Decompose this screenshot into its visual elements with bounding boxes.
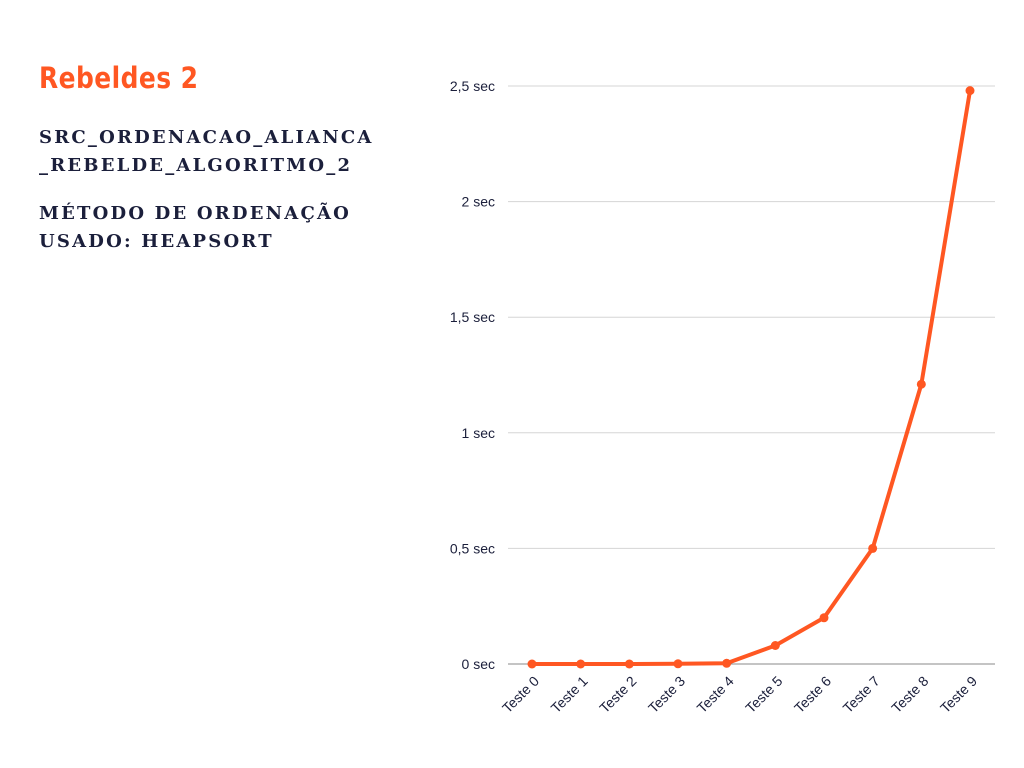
gridlines: [508, 85, 995, 549]
x-tick-label: Teste 3: [645, 673, 688, 716]
y-tick-label: 1 sec: [462, 425, 495, 441]
x-tick-label: Teste 4: [694, 673, 737, 716]
data-point: [819, 613, 829, 623]
x-tick-label: Teste 5: [742, 673, 785, 716]
data-point: [868, 543, 878, 553]
source-name: SRC_ORDENACAO_ALIANCA_REBELDE_ALGORITMO_…: [39, 127, 374, 176]
series-line: [530, 88, 972, 666]
x-tick-label: Teste 8: [888, 673, 931, 716]
x-tick-label: Teste 0: [499, 673, 542, 716]
y-tick-label: 0,5 sec: [450, 540, 495, 556]
x-axis-ticks: Teste 0 Teste 1 Teste 2 Teste 3 Teste 4 Teste…: [499, 673, 980, 716]
y-tick-label: 2,5 sec: [450, 78, 495, 94]
data-point: [770, 641, 780, 651]
x-tick-label: Teste 1: [548, 673, 591, 716]
data-point: [916, 379, 926, 389]
y-tick-label: 1,5 sec: [450, 309, 495, 325]
sort-method: MÉTODO DE ORDENAÇÃO USADO: HEAPSORT: [39, 203, 352, 252]
x-tick-label: Teste 2: [596, 673, 639, 716]
data-point: [965, 86, 975, 96]
y-tick-label: 2 sec: [462, 194, 495, 210]
y-axis-ticks: 0 sec 0,5 sec 1 sec 1,5 sec 2 sec 2,5 sec: [450, 78, 495, 672]
page-title: Rebeldes 2: [39, 61, 199, 95]
y-tick-label: 0 sec: [462, 656, 495, 672]
series: [527, 86, 975, 669]
x-tick-label: Teste 6: [791, 673, 834, 716]
x-tick-label: Teste 9: [937, 673, 980, 716]
data-point: [722, 658, 732, 668]
x-tick-label: Teste 7: [840, 673, 883, 716]
data-point: [527, 659, 537, 669]
description-panel: Rebeldes 2 SRC_ORDENACAO_ALIANCA_REBELDE…: [39, 58, 379, 256]
data-point: [673, 659, 683, 669]
data-point: [624, 659, 634, 669]
data-point: [576, 659, 586, 669]
